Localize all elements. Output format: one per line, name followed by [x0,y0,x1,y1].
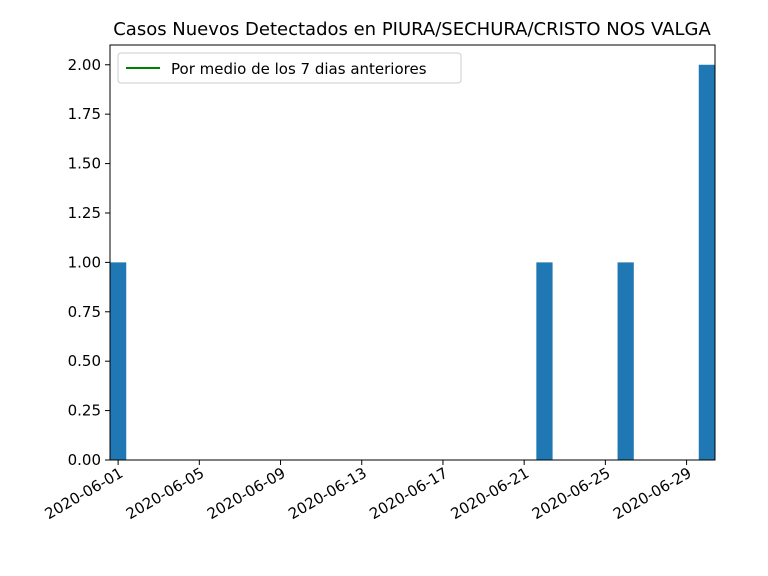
x-tick-label: 2020-06-09 [204,464,289,523]
y-tick-label: 0.25 [68,402,101,420]
y-tick-label: 1.75 [68,105,101,123]
x-tick-label: 2020-06-21 [448,464,533,523]
y-axis: 0.00 0.25 0.50 0.75 1.00 1.25 1.50 1.75 2.00 [68,56,110,469]
x-tick-label: 2020-06-05 [123,464,208,523]
y-tick-label: 2.00 [68,56,101,74]
y-tick-label: 0.50 [68,352,101,370]
x-axis: 2020-06-012020-06-052020-06-092020-06-13… [42,460,695,523]
plot-frame [109,44,716,461]
x-tick-label: 2020-06-13 [285,464,370,523]
y-tick-label: 0.75 [68,303,101,321]
x-tick-label: 2020-06-25 [529,464,614,523]
bar-2020-06-22 [536,262,553,460]
bar-2020-06-30 [698,64,715,460]
y-tick-label: 0.00 [68,451,101,469]
bar-2020-06-26 [617,262,634,460]
y-tick-label: 1.00 [68,253,101,271]
bar-2020-06-01 [110,262,127,460]
x-tick-label: 2020-06-17 [366,464,451,523]
x-tick-label: 2020-06-01 [42,464,127,523]
y-tick-label: 1.25 [68,204,101,222]
bars-group [110,64,715,460]
legend-box [117,52,462,84]
legend-label: Por medio de los 7 dias anteriores [171,60,427,78]
y-tick-label: 1.50 [68,155,101,173]
chart-title: Casos Nuevos Detectados en PIURA/SECHURA… [113,19,711,40]
legend: Por medio de los 7 dias anteriores [117,52,462,84]
x-tick-label: 2020-06-29 [610,464,695,523]
